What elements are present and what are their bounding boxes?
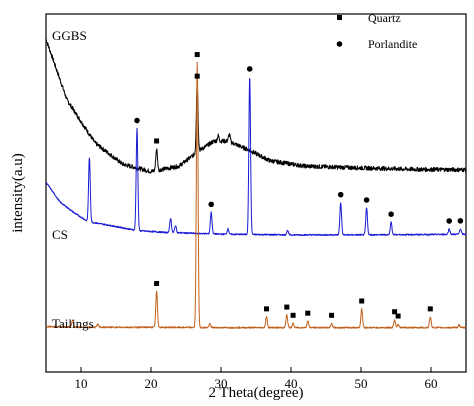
x-tick-label-40: 40 xyxy=(285,376,298,391)
x-tick-label-10: 10 xyxy=(75,376,88,391)
quartz-marker-ggbs-0 xyxy=(154,138,160,144)
plot-frame xyxy=(45,13,467,373)
quartz-marker-tailings-13 xyxy=(284,304,290,310)
phase-markers xyxy=(134,52,464,319)
series-line-tailings xyxy=(45,61,467,329)
quartz-marker-tailings-14 xyxy=(290,312,296,318)
x-tick-label-30: 30 xyxy=(215,376,228,391)
legend-porlandite-marker xyxy=(336,41,343,47)
legend: Quartz Porlandite xyxy=(336,11,417,51)
quartz-marker-tailings-15 xyxy=(305,310,311,316)
quartz-marker-tailings-12 xyxy=(264,306,269,312)
quartz-marker-tailings-10 xyxy=(154,280,160,286)
series-label-cs: CS xyxy=(52,227,68,242)
quartz-marker-tailings-11 xyxy=(194,52,200,58)
series-label-ggbs: GGBS xyxy=(52,28,87,43)
quartz-marker-tailings-16 xyxy=(329,312,335,318)
series-line-ggbs xyxy=(45,38,467,174)
legend-quartz-label: Quartz xyxy=(368,11,401,25)
porlandite-marker-cs-9 xyxy=(457,218,464,224)
quartz-marker-tailings-18 xyxy=(392,309,398,315)
series-label-tailings: Tailings xyxy=(52,316,94,331)
legend-quartz-marker xyxy=(337,15,342,20)
porlandite-marker-cs-8 xyxy=(446,218,453,224)
porlandite-marker-cs-4 xyxy=(246,66,253,72)
x-axis: 10 20 30 40 50 60 xyxy=(75,367,438,391)
x-tick-label-20: 20 xyxy=(145,376,158,391)
quartz-marker-tailings-17 xyxy=(359,298,365,304)
porlandite-marker-cs-7 xyxy=(388,211,394,218)
quartz-marker-tailings-19 xyxy=(395,313,401,319)
x-tick-label-60: 60 xyxy=(425,376,438,391)
quartz-marker-tailings-20 xyxy=(427,306,433,312)
porlandite-marker-cs-5 xyxy=(337,191,344,198)
series-lines xyxy=(45,38,467,329)
legend-porlandite-label: Porlandite xyxy=(368,37,417,51)
porlandite-marker-cs-6 xyxy=(363,197,370,203)
series-line-cs xyxy=(45,78,467,237)
x-axis-label: 2 Theta(degree) xyxy=(208,385,303,401)
x-tick-label-50: 50 xyxy=(355,376,368,391)
porlandite-marker-cs-2 xyxy=(134,117,140,124)
porlandite-marker-cs-3 xyxy=(208,201,214,208)
y-axis-label: intensity(a.u) xyxy=(10,153,26,233)
quartz-marker-ggbs-1 xyxy=(194,73,200,79)
